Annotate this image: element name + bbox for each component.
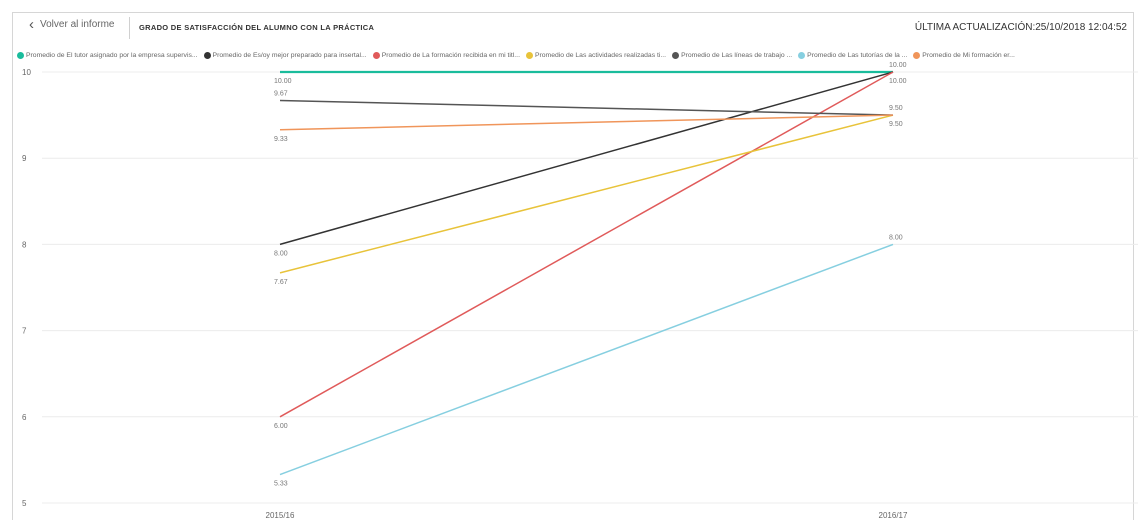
legend-dot-icon — [203, 51, 211, 59]
legend-item[interactable]: Promedio de Las tutorías de la ... — [798, 49, 907, 61]
y-tick-label: 8 — [22, 240, 27, 249]
legend-item[interactable]: Promedio de La formación recibida en mi … — [372, 49, 520, 61]
data-label: 9.50 — [889, 121, 903, 128]
series-line — [279, 71, 894, 418]
series-line — [279, 114, 894, 274]
legend-label: Promedio de Mi formación er... — [922, 51, 1015, 59]
report-header: ‹ Volver al informe GRADO DE SATISFACCIÓ… — [13, 13, 1133, 43]
data-label: 5.33 — [274, 481, 288, 488]
data-label: 10.00 — [274, 78, 292, 85]
series-line — [279, 114, 894, 131]
legend-dot-icon — [525, 51, 533, 59]
header-divider — [129, 17, 130, 39]
back-label: Volver al informe — [40, 19, 115, 30]
legend-item[interactable]: Promedio de El tutor asignado por la emp… — [17, 49, 198, 61]
legend-dot-icon — [913, 51, 921, 59]
legend-label: Promedio de Las actividades realizadas t… — [534, 51, 667, 59]
data-label: 10.00 — [889, 62, 907, 69]
data-label: 8.00 — [889, 234, 903, 241]
legend-item[interactable]: Promedio de Las líneas de trabajo ... — [672, 49, 792, 61]
legend-label: Promedio de Las tutorías de la ... — [807, 51, 908, 59]
data-label: 8.00 — [274, 250, 288, 257]
legend-label: Promedio de La formación recibida en mi … — [381, 51, 520, 59]
x-tick-label: 2016/17 — [879, 511, 908, 520]
legend-item[interactable]: Promedio de Es/oy mejor preparado para i… — [203, 49, 367, 61]
legend-label: Promedio de El tutor asignado por la emp… — [26, 51, 198, 59]
legend-dot-icon — [798, 51, 806, 59]
legend-dot-icon — [17, 51, 24, 59]
legend-item[interactable]: Promedio de Las actividades realizadas t… — [525, 49, 667, 61]
y-tick-label: 9 — [22, 154, 27, 163]
y-tick-label: 7 — [22, 327, 27, 336]
data-label: 6.00 — [274, 423, 288, 430]
y-tick-label: 5 — [22, 499, 27, 508]
y-tick-label: 10 — [22, 68, 31, 77]
data-label: 9.67 — [274, 90, 288, 97]
series-line — [279, 71, 894, 246]
series-line — [279, 243, 894, 476]
data-label: 7.67 — [274, 279, 288, 286]
legend-dot-icon — [372, 51, 380, 59]
report-title: GRADO DE SATISFACCIÓN DEL ALUMNO CON LA … — [139, 23, 375, 32]
legend-dot-icon — [672, 51, 680, 59]
report-frame: ‹ Volver al informe GRADO DE SATISFACCIÓ… — [12, 12, 1134, 520]
data-label: 9.33 — [274, 136, 288, 143]
data-label: 10.00 — [889, 78, 907, 85]
legend-label: Promedio de Las líneas de trabajo ... — [681, 51, 793, 59]
chevron-left-icon: ‹ — [29, 15, 34, 33]
back-to-report-button[interactable]: ‹ Volver al informe — [29, 15, 115, 33]
legend-item[interactable]: Promedio de Mi formación er... — [913, 49, 1015, 61]
chart-legend: Promedio de El tutor asignado por la emp… — [17, 49, 1132, 61]
y-tick-label: 6 — [22, 413, 27, 422]
legend-label: Promedio de Es/oy mejor preparado para i… — [212, 51, 367, 59]
last-updated: ÚLTIMA ACTUALIZACIÓN:25/10/2018 12:04:52 — [914, 22, 1127, 33]
x-tick-label: 2015/16 — [266, 511, 295, 520]
data-label: 9.50 — [889, 105, 903, 112]
series-line — [279, 99, 894, 116]
